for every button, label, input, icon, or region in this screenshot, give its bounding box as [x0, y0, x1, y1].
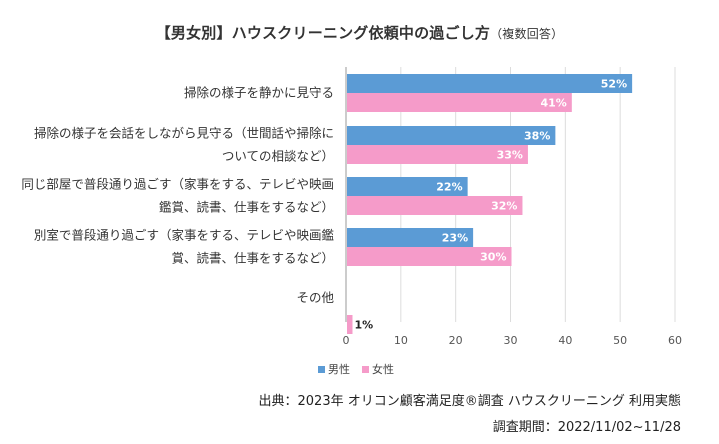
x-tick-label-20: 20: [449, 334, 463, 347]
x-tick-label-50: 50: [613, 334, 627, 347]
bar-male-0: [347, 74, 633, 93]
bar-male-1: [347, 126, 556, 145]
bar-male-2: [347, 177, 468, 196]
legend-label-female: 女性: [372, 363, 394, 376]
x-tick-label-40: 40: [558, 334, 572, 347]
category-label-3-0: 別室で普段通り過ごす（家事をする、テレビや映画鑑: [34, 228, 335, 243]
category-label-2-0: 同じ部屋で普段通り過ごす（家事をする、テレビや映画: [21, 177, 334, 192]
category-label-1-1: ついての相談など）: [222, 149, 334, 164]
data-label-male-3: 23%: [442, 232, 468, 245]
data-label-male-1: 38%: [524, 130, 550, 143]
bar-female-1: [347, 145, 528, 164]
chart-title: 【男女別】ハウスクリーニング依頼中の過ごし方（複数回答）: [0, 22, 719, 43]
legend-swatch-male: [318, 365, 325, 373]
bar-female-0: [347, 93, 572, 112]
x-tick-label-30: 30: [504, 334, 518, 347]
chart-title-main: 【男女別】ハウスクリーニング依頼中の過ごし方: [155, 24, 491, 42]
data-label-female-3: 30%: [480, 251, 506, 264]
x-tick-label-0: 0: [343, 334, 350, 347]
legend-swatch-female: [362, 365, 369, 373]
survey-period: 調査期間：2022/11/02~11/28: [492, 420, 681, 435]
category-label-3-1: 賞、読書、仕事をするなど）: [171, 251, 334, 266]
bar-female-2: [347, 196, 523, 215]
data-label-female-2: 32%: [491, 200, 517, 213]
source-note: 出典：2023年 オリコン顧客満足度®調査 ハウスクリーニング 利用実態: [258, 394, 681, 409]
bar-male-3: [347, 228, 474, 247]
data-label-female-4: 1%: [354, 319, 373, 332]
category-label-0-0: 掃除の様子を静かに見守る: [184, 85, 334, 100]
legend-label-male: 男性: [328, 363, 350, 376]
category-label-4-0: その他: [296, 290, 334, 305]
chart-legend: 男性 女性: [318, 361, 394, 377]
chart-title-note: （複数回答）: [490, 27, 564, 41]
data-label-male-0: 52%: [601, 78, 627, 91]
x-tick-label-60: 60: [668, 334, 682, 347]
x-tick-label-10: 10: [394, 334, 408, 347]
data-label-female-0: 41%: [540, 97, 566, 110]
bar-female-3: [347, 247, 512, 266]
data-label-female-1: 33%: [497, 149, 523, 162]
legend-item-female: 女性: [362, 361, 394, 377]
data-label-male-2: 22%: [436, 181, 462, 194]
legend-item-male: 男性: [318, 361, 350, 377]
bar-female-4: [347, 315, 353, 334]
category-label-2-1: 鑑賞、読書、仕事をするなど）: [159, 200, 334, 215]
category-label-1-0: 掃除の様子を会話をしながら見守る（世間話や掃除に: [34, 126, 334, 141]
